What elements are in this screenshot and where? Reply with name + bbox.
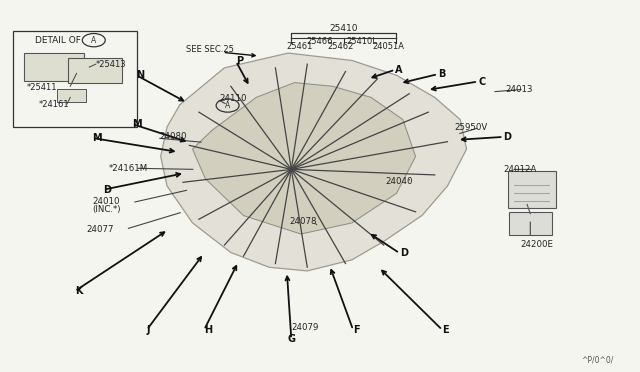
Text: 24110: 24110	[220, 94, 247, 103]
Text: 25410: 25410	[330, 24, 358, 33]
Text: DETAIL OF: DETAIL OF	[35, 36, 81, 45]
FancyBboxPatch shape	[509, 212, 552, 235]
Polygon shape	[193, 83, 415, 234]
Text: 25466: 25466	[307, 37, 333, 46]
Text: K: K	[75, 286, 82, 296]
Text: A: A	[91, 36, 97, 45]
Text: *25411: *25411	[27, 83, 58, 92]
Text: 24040: 24040	[385, 177, 412, 186]
Text: 25410L: 25410L	[346, 37, 377, 46]
Text: 24200E: 24200E	[521, 240, 554, 249]
Text: D: D	[504, 132, 511, 142]
Text: 25461: 25461	[287, 42, 313, 51]
FancyBboxPatch shape	[508, 171, 556, 208]
Text: 24077: 24077	[86, 225, 114, 234]
Text: ^P/0^0/: ^P/0^0/	[580, 356, 613, 365]
Text: A: A	[225, 101, 230, 110]
Text: H: H	[204, 325, 212, 335]
Text: 25462: 25462	[328, 42, 354, 51]
Text: 24013: 24013	[506, 85, 533, 94]
Text: SEE SEC.25: SEE SEC.25	[186, 45, 234, 54]
Bar	[13, 31, 137, 127]
Text: B: B	[438, 69, 445, 79]
Text: A: A	[395, 65, 403, 75]
Text: 24010: 24010	[93, 197, 120, 206]
Text: C: C	[478, 77, 485, 87]
FancyBboxPatch shape	[68, 58, 122, 83]
Polygon shape	[161, 53, 467, 271]
Text: J: J	[147, 325, 150, 335]
Text: D: D	[399, 248, 408, 258]
Text: P: P	[236, 56, 243, 66]
Text: 24012A: 24012A	[503, 165, 537, 174]
Text: 24079: 24079	[291, 323, 319, 331]
Text: G: G	[287, 334, 295, 344]
Text: 24051A: 24051A	[373, 42, 405, 51]
Text: M: M	[132, 119, 141, 129]
Text: F: F	[353, 325, 360, 335]
Text: M: M	[93, 133, 102, 143]
FancyBboxPatch shape	[24, 53, 84, 81]
Text: *24161M: *24161M	[108, 164, 148, 173]
Text: E: E	[442, 325, 449, 335]
Text: 24080: 24080	[159, 132, 187, 141]
Text: N: N	[136, 70, 145, 80]
Text: *24161: *24161	[38, 100, 69, 109]
Text: 24078: 24078	[289, 217, 317, 226]
Text: D: D	[103, 185, 111, 195]
Text: (INC.*): (INC.*)	[93, 205, 121, 215]
FancyBboxPatch shape	[57, 89, 86, 102]
Text: 25950V: 25950V	[454, 123, 488, 132]
Text: *25413: *25413	[96, 60, 126, 69]
